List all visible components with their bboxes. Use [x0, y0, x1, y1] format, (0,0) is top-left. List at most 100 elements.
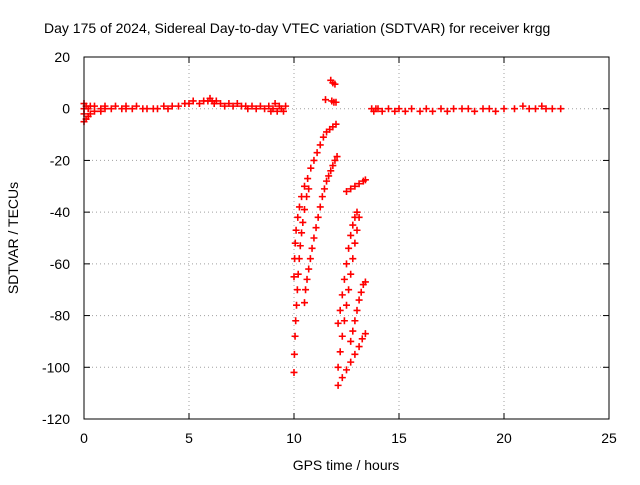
- data-point: [333, 153, 341, 161]
- data-series: [334, 330, 369, 389]
- data-point: [323, 177, 331, 185]
- data-series: [80, 94, 290, 126]
- data-point: [416, 107, 424, 115]
- data-point: [332, 98, 340, 106]
- data-point: [511, 105, 518, 113]
- data-point: [292, 226, 300, 234]
- data-point: [340, 317, 348, 325]
- data-point: [378, 107, 386, 115]
- data-point: [401, 107, 409, 115]
- data-point: [168, 102, 176, 110]
- plot-frame: [83, 56, 610, 420]
- data-point: [329, 162, 337, 170]
- data-point: [296, 242, 304, 250]
- data-point: [485, 105, 493, 113]
- data-point: [319, 133, 327, 141]
- data-series: [368, 102, 565, 115]
- data-point: [91, 102, 98, 110]
- data-point: [185, 100, 193, 108]
- data-point: [128, 105, 136, 113]
- data-point: [347, 358, 355, 366]
- data-point: [196, 100, 203, 108]
- data-point: [347, 337, 355, 345]
- data-point: [443, 107, 451, 115]
- data-point: [336, 348, 344, 356]
- y-tick-label: -60: [50, 256, 70, 272]
- data-point: [351, 239, 359, 247]
- data-point: [334, 381, 342, 389]
- data-point: [189, 97, 197, 105]
- data-point: [519, 102, 527, 110]
- data-point: [351, 350, 359, 358]
- data-point: [143, 105, 151, 113]
- data-point: [112, 102, 119, 110]
- data-point: [280, 107, 287, 115]
- data-point: [301, 299, 308, 307]
- x-tick-label: 20: [496, 430, 512, 446]
- data-point: [316, 203, 324, 211]
- data-point: [336, 306, 344, 314]
- data-point: [301, 182, 308, 190]
- data-series: [322, 76, 340, 106]
- data-point: [349, 327, 357, 335]
- data-point: [450, 105, 458, 113]
- data-point: [318, 193, 326, 201]
- data-point: [437, 105, 445, 113]
- data-point: [252, 105, 260, 113]
- data-point: [133, 102, 140, 110]
- data-point: [500, 105, 508, 113]
- data-point: [355, 180, 363, 188]
- data-point: [314, 213, 322, 221]
- data-point: [355, 343, 363, 351]
- data-point: [334, 363, 342, 371]
- y-axis-label: SDTVAR / TECUs: [5, 182, 21, 294]
- data-point: [355, 213, 363, 221]
- data-marks: [80, 76, 565, 389]
- data-point: [353, 226, 361, 234]
- data-point: [458, 105, 466, 113]
- data-point: [340, 275, 348, 283]
- data-point: [395, 105, 403, 113]
- data-point: [291, 332, 299, 340]
- data-point: [343, 301, 350, 309]
- data-point: [212, 97, 220, 105]
- data-point: [310, 234, 318, 242]
- data-point: [332, 120, 340, 128]
- data-point: [351, 317, 359, 325]
- data-point: [293, 301, 301, 309]
- x-axis-label: GPS time / hours: [293, 457, 400, 473]
- data-point: [298, 229, 306, 237]
- data-point: [361, 278, 369, 286]
- x-tick-label: 5: [185, 430, 193, 446]
- data-point: [292, 317, 300, 325]
- x-tick-label: 15: [391, 430, 407, 446]
- data-point: [542, 105, 550, 113]
- data-point: [290, 368, 298, 376]
- data-series: [301, 153, 341, 307]
- data-point: [225, 100, 233, 108]
- data-point: [175, 102, 182, 110]
- x-tick-label: 25: [601, 430, 617, 446]
- data-point: [269, 105, 277, 113]
- data-point: [338, 291, 346, 299]
- data-point: [217, 100, 224, 108]
- data-point: [349, 221, 357, 229]
- data-point: [271, 100, 279, 108]
- data-point: [107, 105, 115, 113]
- data-point: [361, 330, 369, 338]
- data-point: [331, 156, 339, 164]
- data-point: [304, 175, 312, 183]
- data-point: [331, 80, 339, 88]
- data-point: [471, 107, 479, 115]
- data-point: [361, 176, 369, 184]
- y-tick-label: -100: [42, 359, 70, 375]
- y-tick-labels: 20 0 -20 -40 -60 -80 -100 -120: [42, 49, 70, 427]
- data-point: [305, 265, 313, 273]
- y-tick-label: -40: [50, 204, 70, 220]
- data-series: [347, 278, 369, 345]
- data-point: [221, 102, 229, 110]
- data-series: [343, 176, 369, 195]
- data-point: [316, 141, 324, 149]
- data-point: [429, 107, 437, 115]
